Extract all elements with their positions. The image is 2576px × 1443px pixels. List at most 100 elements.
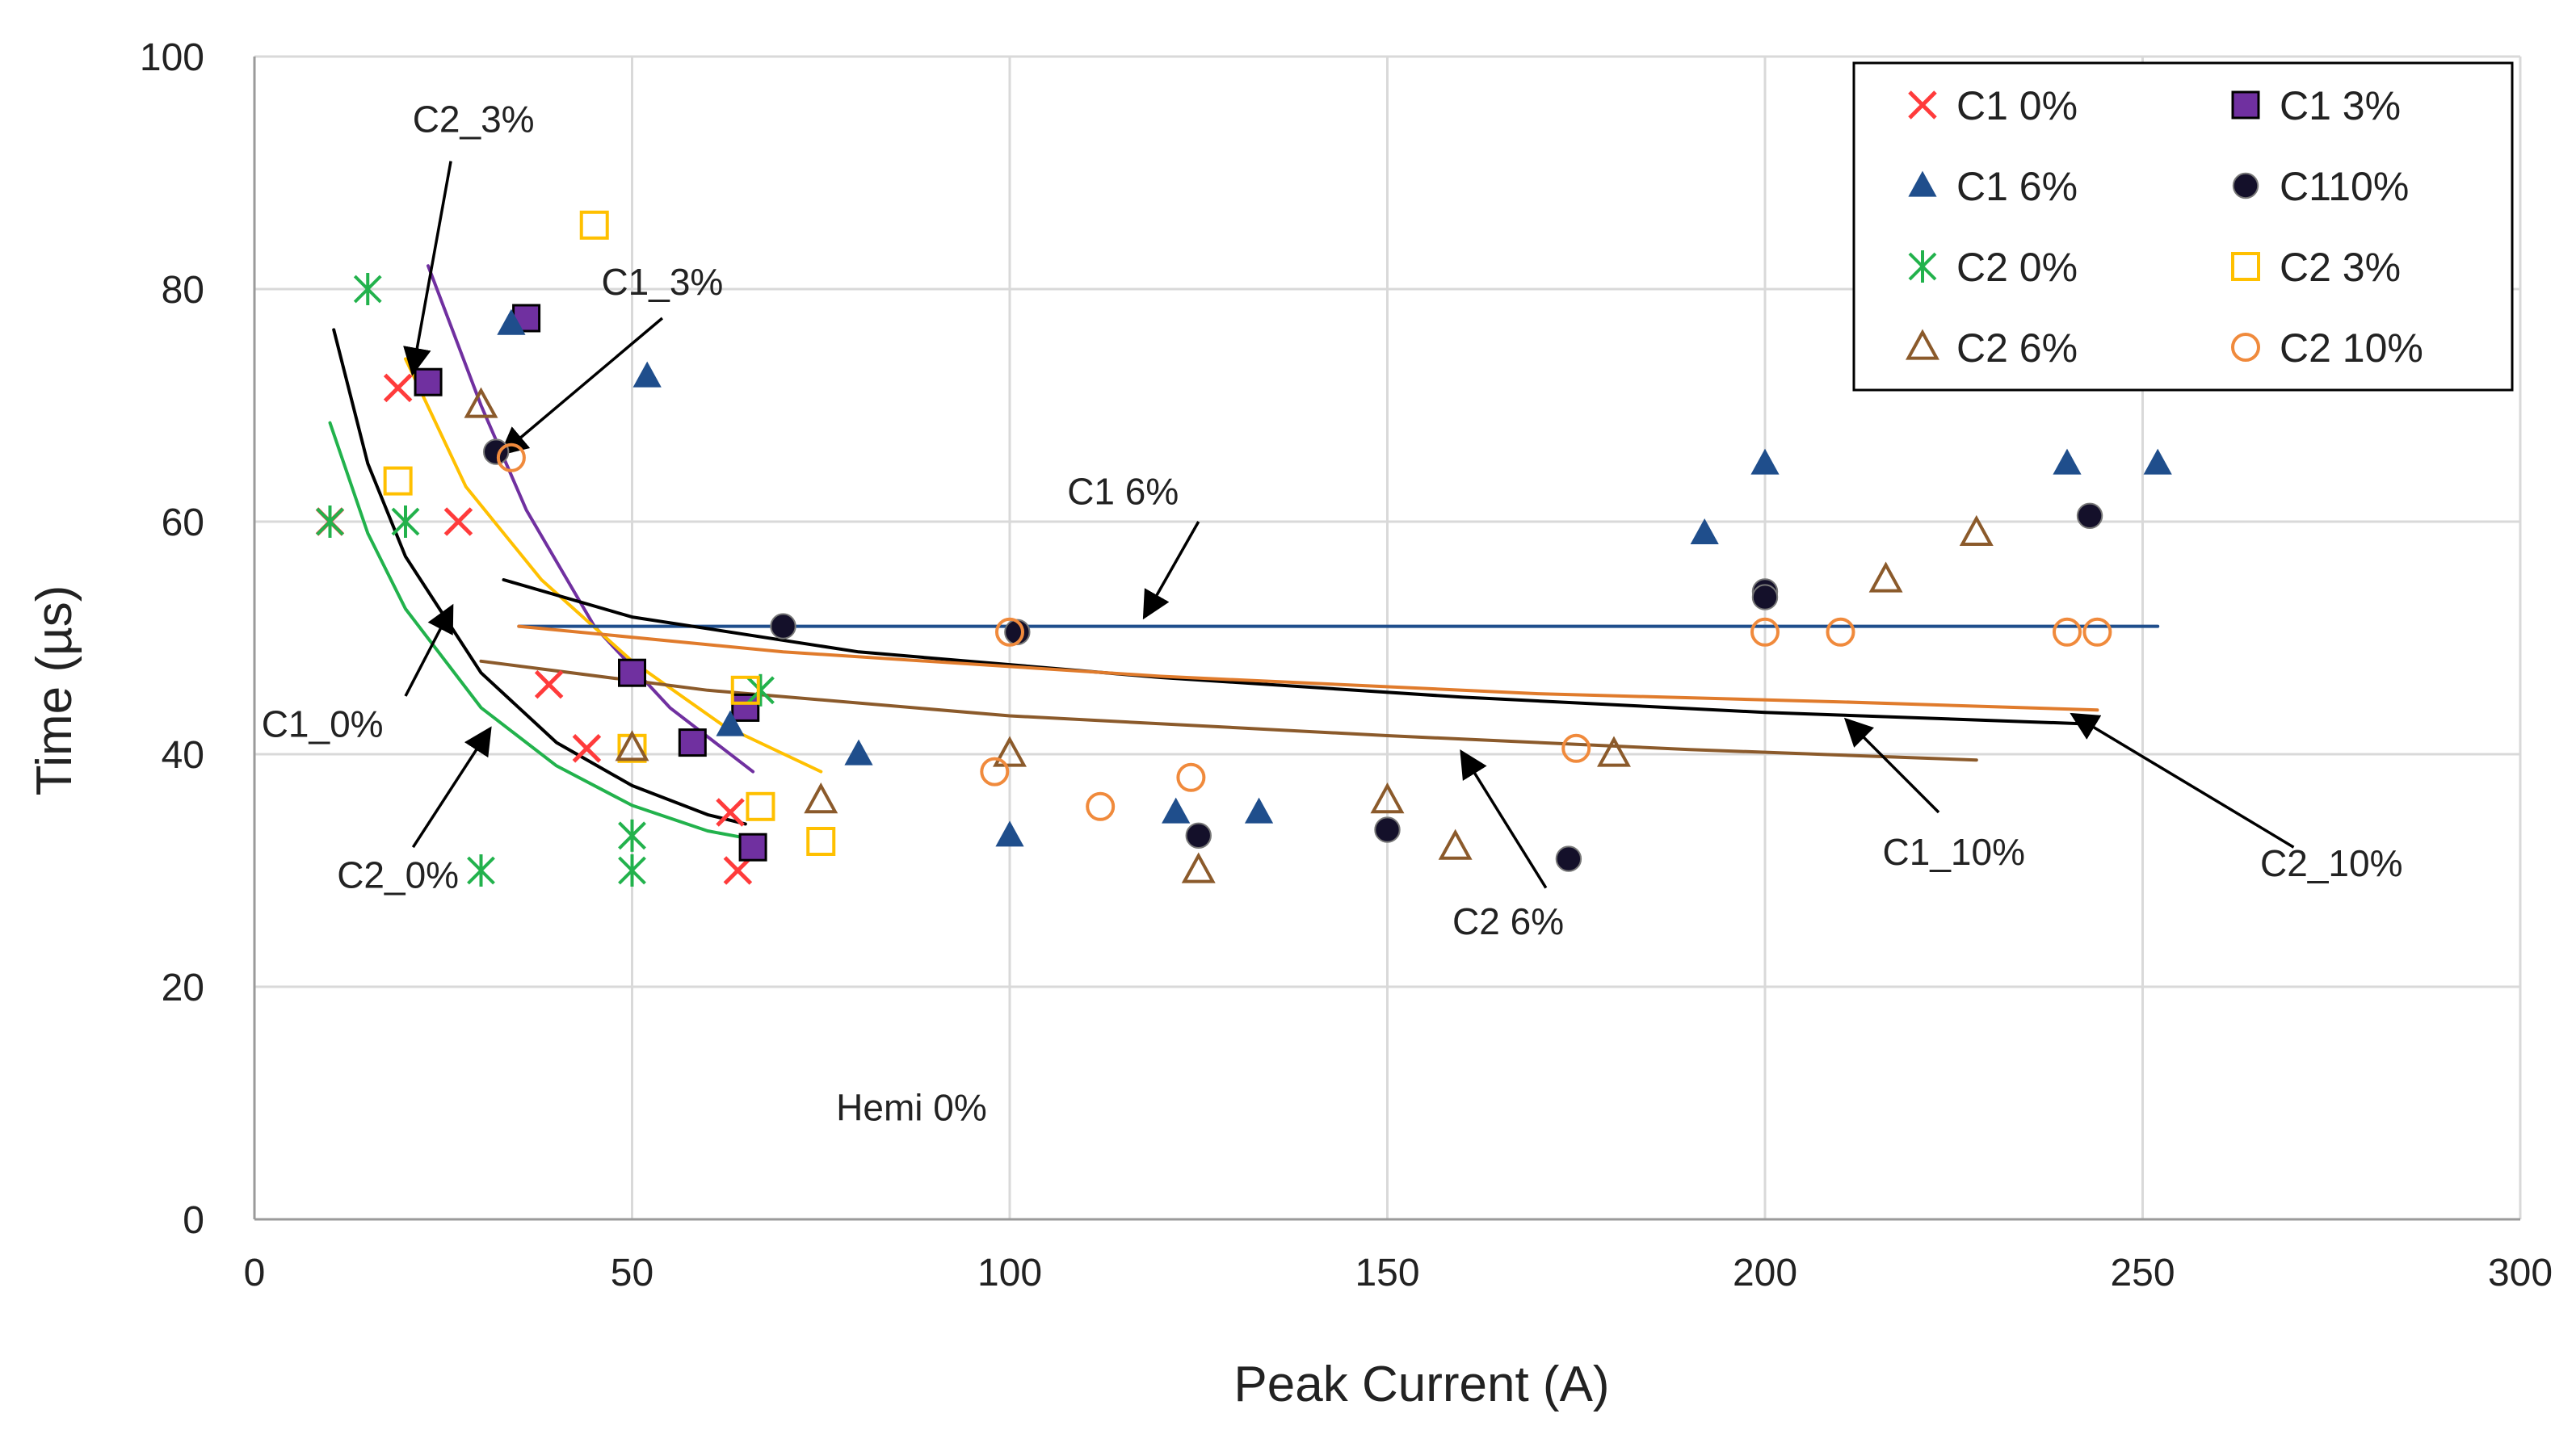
- annotations: C2_3% C1_3% C1 6% C1_0% C2_0% C2 6% C1_10% C2_1…: [262, 99, 2403, 1129]
- marker-shape: [618, 658, 646, 687]
- x-tick-label: 50: [611, 1252, 653, 1294]
- marker-shape: [2232, 172, 2259, 199]
- data-point: [1597, 736, 1631, 767]
- marker-shape: [615, 730, 649, 761]
- data-point: [1181, 852, 1216, 883]
- data-point: [353, 273, 382, 305]
- legend-label: C2 3%: [2280, 245, 2401, 290]
- annotation-label: C2 6%: [1452, 900, 1564, 942]
- legend-label: C1 3%: [2280, 83, 2401, 128]
- data-point: [2053, 448, 2082, 475]
- data-point: [632, 361, 662, 388]
- marker-shape: [1690, 518, 1719, 544]
- data-point: [1690, 518, 1719, 544]
- series-c1_6: [497, 308, 2172, 847]
- data-point: [1555, 845, 1582, 872]
- marker-shape: [2076, 502, 2103, 529]
- data-point: [316, 505, 344, 538]
- marker-shape: [1751, 584, 1779, 610]
- data-point: [618, 658, 646, 687]
- annotation-arrow: [404, 603, 454, 697]
- marker-stroke: [716, 798, 745, 827]
- marker-shape: [770, 613, 796, 640]
- annotation-label: C2_3%: [413, 99, 535, 141]
- series-c2_10: [496, 443, 2112, 821]
- trendline-c1_0: [332, 328, 747, 826]
- data-point: [383, 373, 413, 403]
- y-tick-label: 60: [162, 501, 204, 544]
- marker-shape: [1086, 791, 1116, 821]
- data-point: [496, 443, 526, 472]
- marker-shape: [716, 710, 745, 736]
- marker-shape: [1597, 736, 1631, 767]
- data-point: [1561, 733, 1591, 763]
- data-point: [618, 819, 646, 852]
- y-tick-label: 20: [162, 967, 204, 1009]
- marker-stroke: [443, 507, 473, 536]
- marker-shape: [1181, 852, 1216, 883]
- data-point: [497, 308, 526, 335]
- x-tick-label: 200: [1733, 1252, 1797, 1294]
- marker-shape: [1438, 828, 1473, 860]
- data-point: [770, 613, 796, 640]
- series-c2_3: [383, 210, 836, 856]
- annotation-arrow: [1843, 717, 1940, 814]
- legend-item: C110%: [2232, 164, 2409, 209]
- marker-shape: [738, 833, 767, 862]
- data-point: [2143, 448, 2172, 475]
- data-point: [738, 833, 767, 862]
- annotation-label: C2_0%: [337, 854, 459, 896]
- data-point: [746, 673, 775, 707]
- data-point: [2076, 502, 2103, 529]
- annotation-arrow: [1142, 521, 1200, 620]
- data-point: [723, 856, 753, 885]
- marker-shape: [464, 387, 498, 418]
- marker-shape: [2143, 448, 2172, 475]
- x-tick-label: 150: [1355, 1252, 1419, 1294]
- y-tick-label: 0: [183, 1199, 204, 1242]
- legend-item: C2 0%: [1908, 245, 2078, 290]
- legend-item: C2 10%: [2231, 325, 2423, 371]
- marker-shape: [632, 361, 662, 388]
- data-point: [1908, 250, 1937, 283]
- data-point: [804, 782, 838, 814]
- data-point: [995, 820, 1024, 847]
- annotation-arrow: [499, 317, 664, 456]
- y-tick-label: 80: [162, 269, 204, 312]
- annotation-label: C1_3%: [601, 261, 723, 303]
- marker-shape: [1750, 617, 1780, 647]
- data-point: [467, 854, 495, 887]
- data-point: [2053, 617, 2082, 647]
- marker-stroke: [572, 734, 602, 763]
- marker-shape: [2053, 617, 2082, 647]
- data-point: [1906, 329, 1939, 360]
- marker-stroke: [383, 373, 413, 403]
- data-point: [844, 739, 873, 766]
- marker-shape: [730, 675, 760, 705]
- marker-shape: [579, 210, 609, 240]
- data-point: [443, 507, 473, 536]
- legend: C1 0% C1 3% C1 6% C110% C2 0% C2 3% C2 6% C2 10…: [1852, 61, 2514, 392]
- data-points: [315, 210, 2172, 887]
- y-axis-title: Time (µs): [27, 585, 82, 796]
- x-axis-title: Peak Current (A): [1233, 1357, 1609, 1412]
- legend-label: C1 6%: [1956, 164, 2078, 209]
- x-tick-label: 100: [977, 1252, 1042, 1294]
- marker-shape: [1908, 170, 1937, 197]
- data-point: [1826, 617, 1855, 647]
- marker-shape: [1868, 561, 1903, 593]
- data-point: [716, 798, 745, 827]
- data-point: [464, 387, 498, 418]
- legend-label: C2 10%: [2280, 325, 2423, 371]
- marker-shape: [993, 736, 1027, 767]
- annotation-arrow: [411, 726, 492, 849]
- legend-label: C1 0%: [1956, 83, 2078, 128]
- data-point: [731, 693, 760, 722]
- data-point: [993, 736, 1027, 767]
- annotation-label: C2_10%: [2260, 842, 2402, 884]
- data-point: [2231, 252, 2260, 281]
- axes: 0 50 100 150 200 250 300 0 20 40 60 80 100: [140, 36, 2553, 1294]
- legend-label: C110%: [2280, 164, 2409, 209]
- marker-shape: [497, 308, 526, 335]
- data-point: [1244, 797, 1274, 824]
